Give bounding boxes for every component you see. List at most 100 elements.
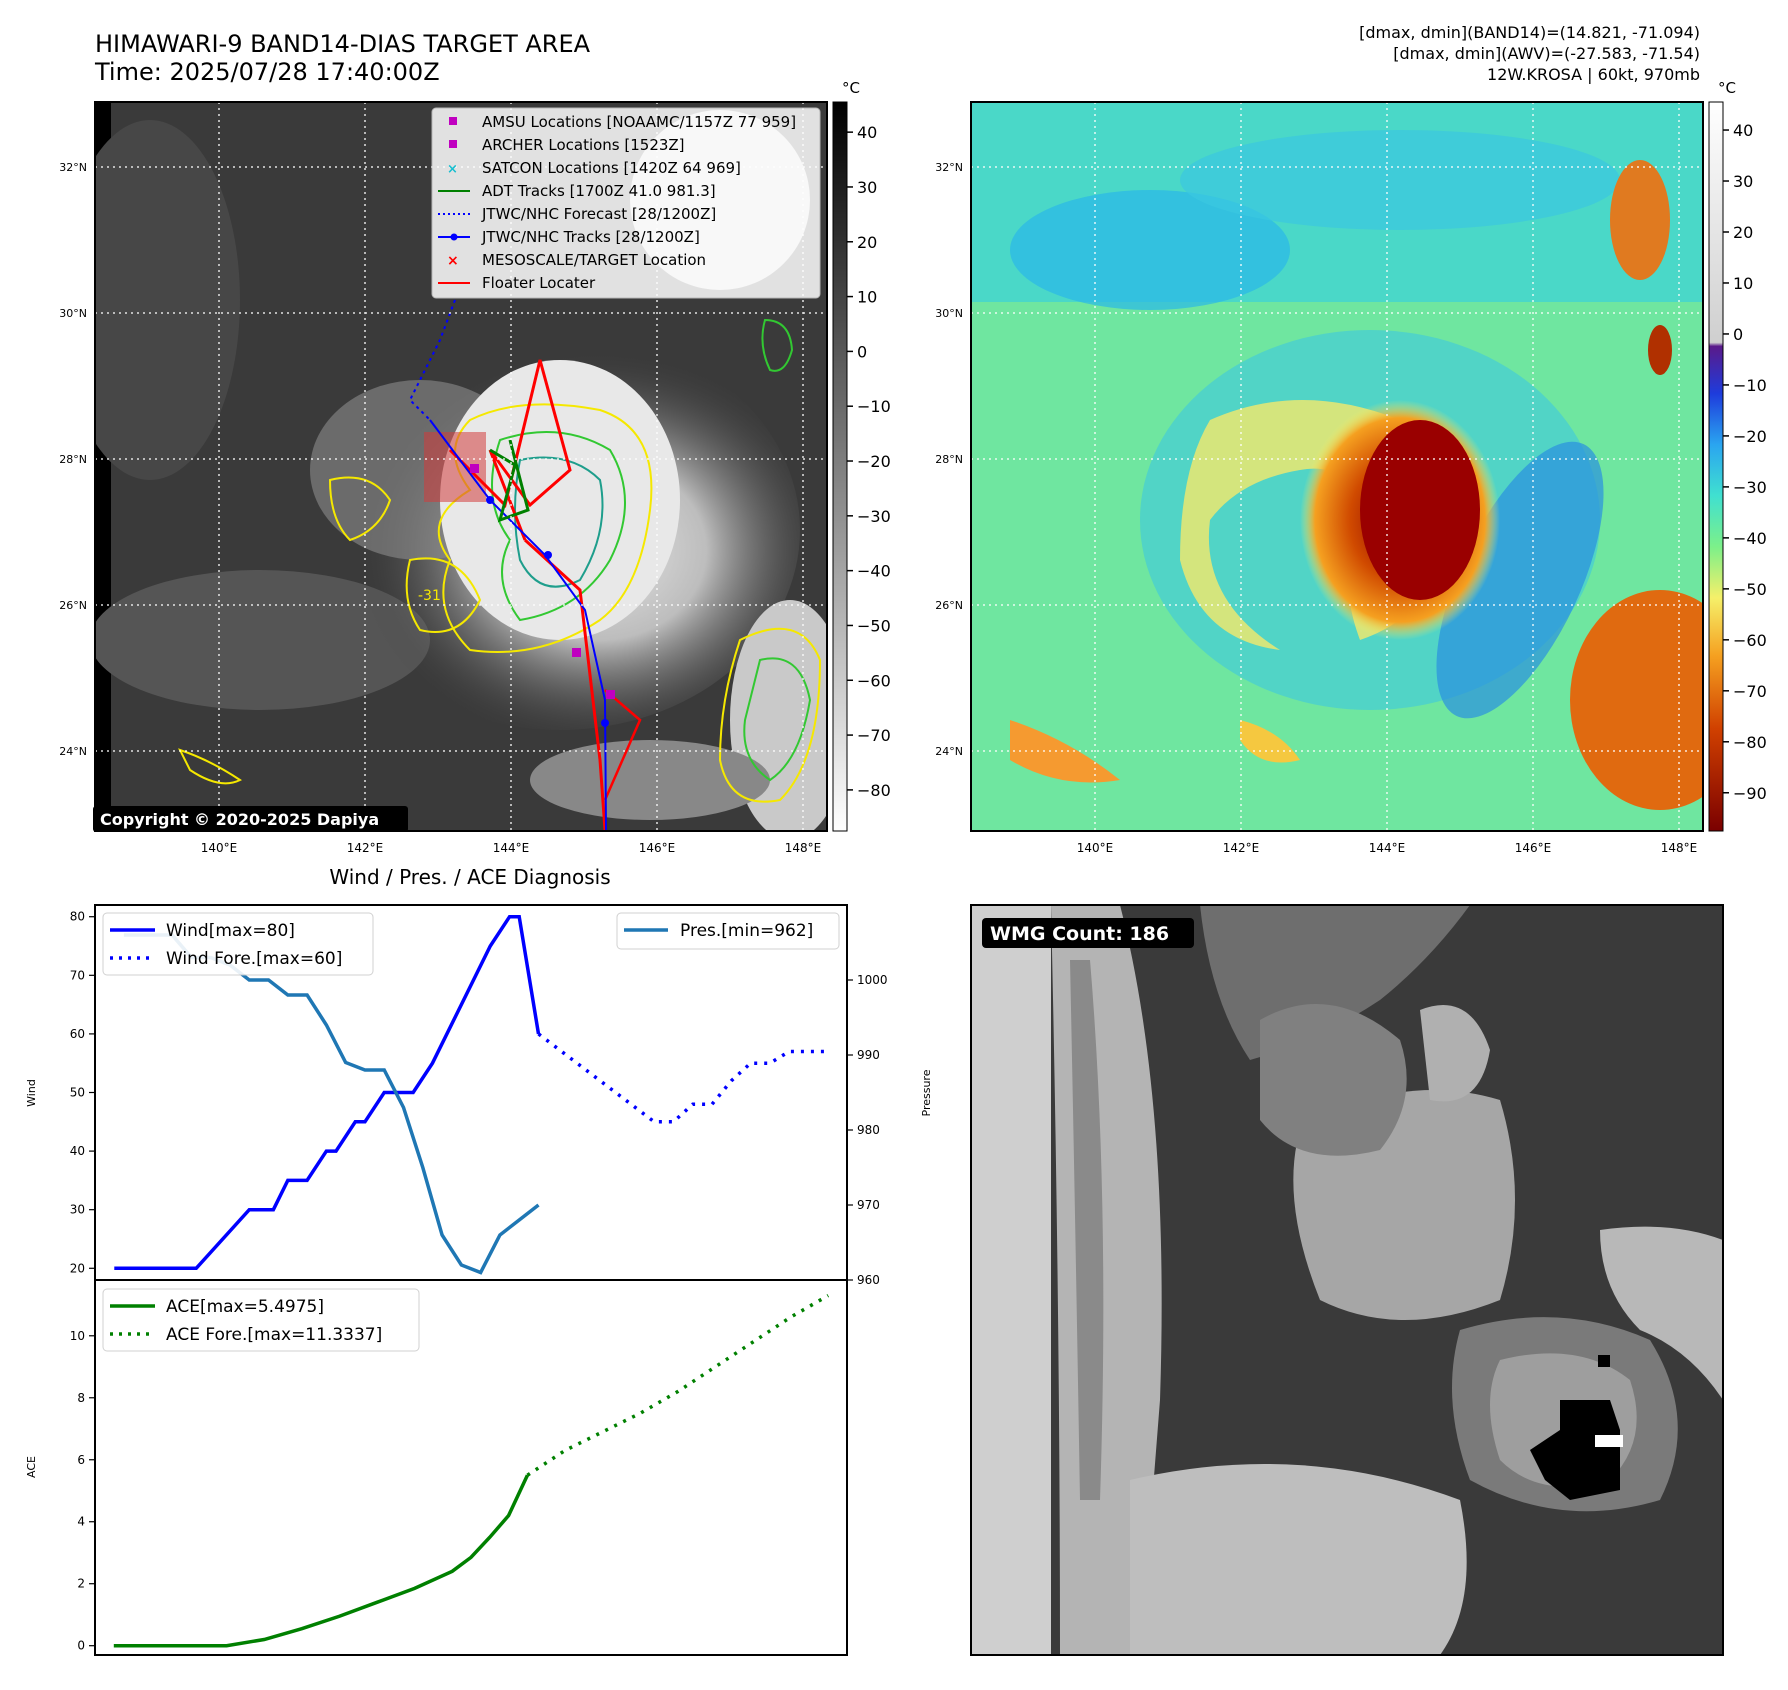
wv-colorbar-tick-label: 20 — [1733, 223, 1753, 242]
ir-colorbar-tick-label: 10 — [857, 288, 877, 307]
ir-colorbar-tick-label: −10 — [857, 397, 891, 416]
legend-item: AMSU Locations [NOAAMC/1157Z 77 959] — [482, 113, 796, 131]
wv-colorbar-tick-label: −70 — [1733, 682, 1767, 701]
ace-forecast-series-line — [526, 1293, 830, 1477]
wv-lat-label: 28°N — [935, 453, 963, 466]
ace-tick-label: 10 — [70, 1329, 85, 1343]
map-legend: AMSU Locations [NOAAMC/1157Z 77 959] ARC… — [431, 107, 821, 299]
wv-colorbar-unit: °C — [1718, 79, 1736, 97]
ir-colorbar-tick-label: −60 — [857, 671, 891, 690]
wv-colorbar-tick-label: −80 — [1733, 733, 1767, 752]
wv-colorbar-tick-label: −60 — [1733, 631, 1767, 650]
pressure-tick-label: 990 — [857, 1048, 880, 1062]
ir-lon-label: 142°E — [347, 841, 384, 855]
info-line-3: 12W.KROSA | 60kt, 970mb — [1487, 65, 1700, 84]
jtwc-forecast-line — [408, 299, 456, 421]
ir-map: -31 32°N 30°N — [59, 79, 891, 855]
wind-tick-label: 80 — [70, 910, 85, 924]
adt-track-line — [489, 439, 530, 523]
ir-colorbar-tick-label: −40 — [857, 562, 891, 581]
ir-colorbar-tick-label: 0 — [857, 342, 867, 361]
wind-tick-label: 70 — [70, 968, 85, 982]
pressure-tick-label: 960 — [857, 1273, 880, 1287]
wv-colorbar — [1708, 101, 1724, 832]
wv-colorbar-tick-label: 10 — [1733, 274, 1753, 293]
legend-item: JTWC/NHC Forecast [28/1200Z] — [481, 205, 716, 223]
legend-item: MESOSCALE/TARGET Location — [482, 251, 706, 269]
wind-forecast-series-line — [537, 1032, 828, 1124]
wv-lon-label: 148°E — [1661, 841, 1698, 855]
ir-colorbar-tick-label: 30 — [857, 178, 877, 197]
ir-colorbar — [832, 101, 848, 832]
ir-colorbar-tick-label: −80 — [857, 781, 891, 800]
legend-pressure: Pres.[min=962] — [680, 921, 813, 941]
wmg-count-label: WMG Count: 186 — [990, 923, 1169, 945]
ir-lat-label: 30°N — [59, 307, 87, 320]
ir-lat-label: 24°N — [59, 745, 87, 758]
amsu-marker — [470, 464, 479, 473]
wind-tick-label: 60 — [70, 1027, 85, 1041]
wind-legend: Wind[max=80] Wind Fore.[max=60] — [102, 912, 374, 976]
legend-archer-square-icon — [449, 140, 457, 148]
pressure-axis-label: Pressure — [920, 1069, 933, 1116]
ir-colorbar-unit: °C — [842, 79, 860, 97]
wv-colorbar-tick-label: 40 — [1733, 121, 1753, 140]
ir-lat-label: 32°N — [59, 161, 87, 174]
wmg-panel: WMG Count: 186 — [970, 904, 1724, 1656]
copyright-text: Copyright © 2020-2025 Dapiya — [100, 810, 379, 829]
ir-colorbar-tick-label: 20 — [857, 233, 877, 252]
legend-ace: ACE[max=5.4975] — [166, 1297, 324, 1317]
wv-lon-label: 146°E — [1515, 841, 1552, 855]
wv-colorbar-tick-label: −50 — [1733, 580, 1767, 599]
figure-time: Time: 2025/07/28 17:40:00Z — [94, 58, 440, 86]
legend-amsu-square-icon — [449, 117, 457, 125]
wv-colorbar-tick-label: 0 — [1733, 325, 1743, 344]
legend-item: ARCHER Locations [1523Z] — [482, 136, 685, 154]
ir-lon-label: 146°E — [639, 841, 676, 855]
ace-axis-label: ACE — [25, 1456, 38, 1478]
ir-colorbar-tick-label: −70 — [857, 726, 891, 745]
ir-lon-label: 148°E — [785, 841, 822, 855]
wv-lon-label: 140°E — [1077, 841, 1114, 855]
wv-colorbar-tick-label: 30 — [1733, 172, 1753, 191]
wv-map: 32°N 30°N 28°N 26°N 24°N 140°E 142°E 144… — [935, 79, 1767, 855]
diagnosis-title: Wind / Pres. / ACE Diagnosis — [329, 865, 610, 889]
info-line-1: [dmax, dmin](BAND14)=(14.821, -71.094) — [1359, 23, 1700, 42]
wv-lat-label: 32°N — [935, 161, 963, 174]
pressure-tick-label: 980 — [857, 1123, 880, 1137]
wv-lon-label: 142°E — [1223, 841, 1260, 855]
wind-tick-label: 40 — [70, 1144, 85, 1158]
legend-satcon-x-icon: × — [447, 162, 458, 177]
legend-item: SATCON Locations [1420Z 64 969] — [482, 159, 741, 177]
ir-colorbar-tick-label: −50 — [857, 616, 891, 635]
ace-tick-label: 8 — [77, 1391, 85, 1405]
ir-colorbar-tick-label: −20 — [857, 452, 891, 471]
wv-colorbar-tick-label: −30 — [1733, 478, 1767, 497]
wv-lat-label: 26°N — [935, 599, 963, 612]
pressure-tick-label: 970 — [857, 1198, 880, 1212]
wind-series-line — [114, 914, 541, 1271]
legend-target-x-icon: × — [447, 253, 459, 269]
wmg-count-badge — [982, 918, 1194, 948]
ir-lon-label: 140°E — [201, 841, 238, 855]
figure-title: HIMAWARI-9 BAND14-DIAS TARGET AREA — [95, 30, 591, 58]
ace-legend: ACE[max=5.4975] ACE Fore.[max=11.3337] — [102, 1288, 420, 1352]
wind-tick-label: 50 — [70, 1086, 85, 1100]
legend-wind-fore: Wind Fore.[max=60] — [166, 949, 342, 969]
ace-tick-label: 4 — [77, 1515, 85, 1529]
pressure-tick-label: 1000 — [857, 973, 888, 987]
pressure-legend: Pres.[min=962] — [616, 912, 840, 950]
wv-gridlines — [971, 102, 1703, 831]
ace-tick-label: 2 — [77, 1577, 85, 1591]
ir-lon-label: 144°E — [493, 841, 530, 855]
wv-lon-label: 144°E — [1369, 841, 1406, 855]
copyright-box — [93, 806, 408, 832]
ace-tick-label: 6 — [77, 1453, 85, 1467]
legend-item: JTWC/NHC Tracks [28/1200Z] — [481, 228, 700, 246]
ace-series-line — [113, 1474, 529, 1648]
ir-lat-label: 26°N — [59, 599, 87, 612]
wind-axis-label: Wind — [25, 1079, 38, 1107]
wv-colorbar-tick-label: −10 — [1733, 376, 1767, 395]
legend-ace-fore: ACE Fore.[max=11.3337] — [166, 1325, 382, 1345]
